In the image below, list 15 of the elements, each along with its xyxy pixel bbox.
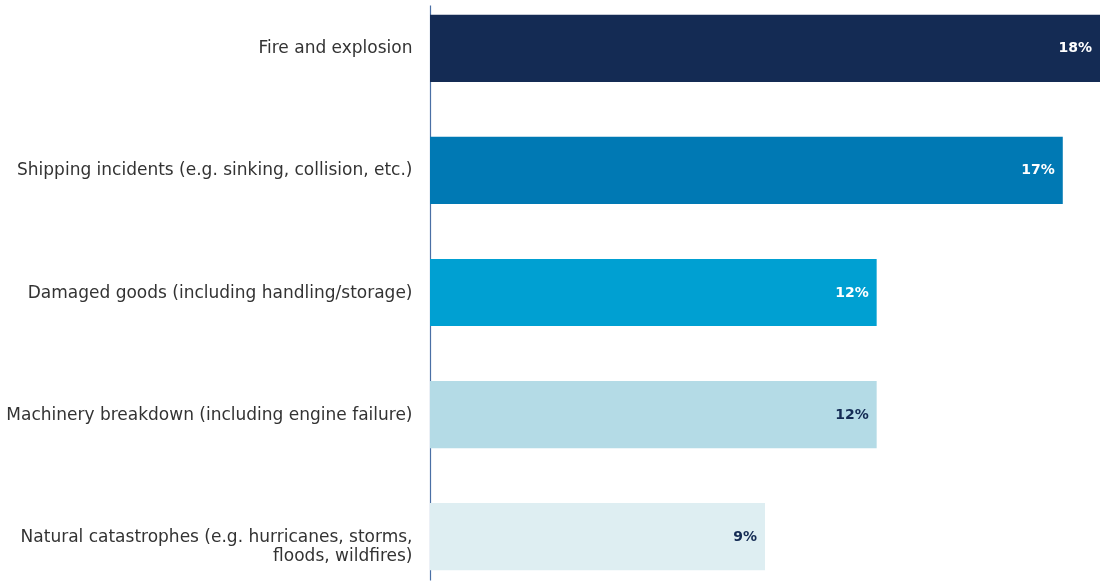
y-tick-label: Damaged goods (including handling/storage): [27, 281, 413, 302]
y-tick-label: Machinery breakdown (including engine failure): [6, 403, 413, 424]
bar: [430, 503, 765, 571]
data-label: 12%: [835, 283, 869, 300]
y-tick-label: Shipping incidents (e.g. sinking, collision, etc.): [17, 159, 413, 180]
data-label: 18%: [1058, 39, 1092, 56]
bar: [430, 258, 877, 327]
y-tick-label: Natural catastrophes (e.g. hurricanes, storms, floods, wildfires): [20, 525, 413, 565]
bar: [430, 381, 877, 449]
y-tick-label: Fire and explosion: [258, 37, 413, 58]
bar: [430, 14, 1100, 82]
data-label: 9%: [733, 527, 757, 544]
data-label: 12%: [835, 405, 869, 422]
bar: [430, 136, 1063, 204]
data-label: 17%: [1021, 161, 1055, 178]
